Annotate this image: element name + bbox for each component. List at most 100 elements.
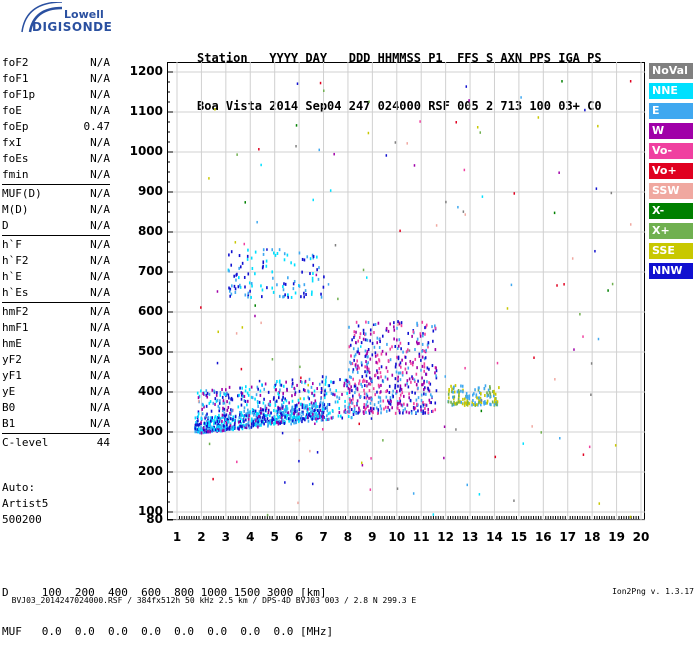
param-label: foEp: [2, 120, 29, 133]
echo-point: [205, 389, 208, 393]
echo-point: [429, 393, 432, 397]
echo-point: [434, 324, 436, 328]
echo-point: [210, 426, 213, 430]
echo-point: [374, 373, 377, 377]
echo-point: [419, 334, 422, 338]
echo-point: [491, 400, 494, 404]
echo-point: [302, 410, 304, 414]
echo-point: [363, 384, 366, 388]
echo-point: [311, 279, 314, 283]
echo-point: [372, 407, 375, 411]
echo-point: [373, 331, 375, 335]
echo-point: [282, 391, 284, 395]
echo-point: [457, 397, 460, 401]
echo-point: [417, 403, 419, 407]
echo-point: [298, 251, 301, 255]
echo-point: [277, 407, 280, 411]
noise-point: [365, 276, 368, 279]
echo-point: [282, 285, 284, 289]
echo-point: [229, 294, 231, 298]
echo-point: [424, 407, 426, 411]
echo-point: [233, 426, 236, 430]
echo-point: [328, 417, 330, 421]
echo-point: [382, 399, 385, 403]
echo-point: [424, 356, 427, 360]
echo-point: [477, 386, 480, 390]
echo-point: [228, 427, 230, 431]
echo-point: [367, 404, 369, 408]
polarization-legend: NoVal NNE E W Vo- Vo+ SSW X- X+ SSE NNW: [649, 63, 693, 283]
echo-point: [369, 401, 372, 405]
echo-point: [427, 407, 430, 411]
noise-point: [337, 297, 339, 301]
echo-point: [260, 411, 262, 415]
echo-point: [410, 409, 413, 413]
param-label: hmE: [2, 337, 22, 350]
echo-point: [369, 382, 372, 386]
echo-point: [452, 397, 455, 401]
echo-point: [389, 347, 391, 351]
echo-point: [401, 371, 404, 375]
echo-point: [253, 418, 256, 422]
echo-point: [478, 398, 480, 402]
echo-point: [385, 390, 387, 394]
noise-point: [370, 417, 373, 420]
noise-point: [217, 330, 219, 334]
echo-point: [434, 401, 437, 405]
echo-point: [239, 285, 242, 289]
echo-point: [202, 426, 205, 430]
x-tick-label: 19: [608, 530, 625, 544]
echo-point: [302, 412, 305, 416]
echo-point: [223, 392, 225, 396]
echo-point: [464, 401, 466, 405]
echo-point: [423, 387, 425, 391]
echo-point: [257, 404, 259, 408]
echo-point: [244, 425, 246, 429]
echo-point: [327, 384, 330, 388]
echo-point: [346, 379, 349, 383]
echo-point: [419, 332, 422, 336]
echo-point: [359, 332, 362, 336]
noise-point: [296, 82, 299, 85]
noise-point: [241, 326, 244, 329]
echo-point: [371, 353, 374, 357]
echo-point: [399, 378, 402, 382]
echo-point: [461, 402, 464, 406]
noise-point: [537, 116, 540, 119]
echo-point: [448, 389, 450, 393]
echo-point: [399, 386, 402, 390]
param-row-hme: hmE N/A: [2, 336, 110, 352]
echo-point: [320, 388, 323, 392]
echo-point: [240, 421, 242, 425]
echo-point: [489, 395, 491, 399]
echo-point: [196, 391, 199, 395]
echo-point: [251, 417, 253, 421]
echo-point: [329, 388, 332, 392]
echo-point: [360, 361, 363, 365]
noise-point: [358, 422, 360, 426]
echo-point: [362, 380, 364, 384]
noise-point: [513, 499, 515, 502]
noise-point: [553, 211, 556, 215]
echo-point: [247, 248, 249, 252]
echo-point: [300, 414, 303, 418]
echo-point: [395, 391, 397, 395]
echo-point: [341, 416, 344, 420]
echo-point: [411, 390, 413, 394]
echo-point: [377, 321, 380, 325]
echo-point: [237, 276, 240, 280]
echo-point: [264, 408, 267, 412]
echo-point: [289, 416, 292, 420]
noise-point: [531, 425, 533, 428]
echo-point: [369, 328, 372, 332]
echo-point: [311, 391, 313, 395]
echo-point: [221, 395, 224, 399]
echo-point: [205, 393, 208, 397]
echo-point: [250, 422, 253, 426]
echo-point: [251, 266, 254, 270]
echo-point: [258, 415, 260, 419]
echo-point: [324, 380, 327, 384]
echo-point: [230, 263, 233, 267]
echo-point: [300, 402, 302, 406]
echo-point: [421, 383, 424, 387]
